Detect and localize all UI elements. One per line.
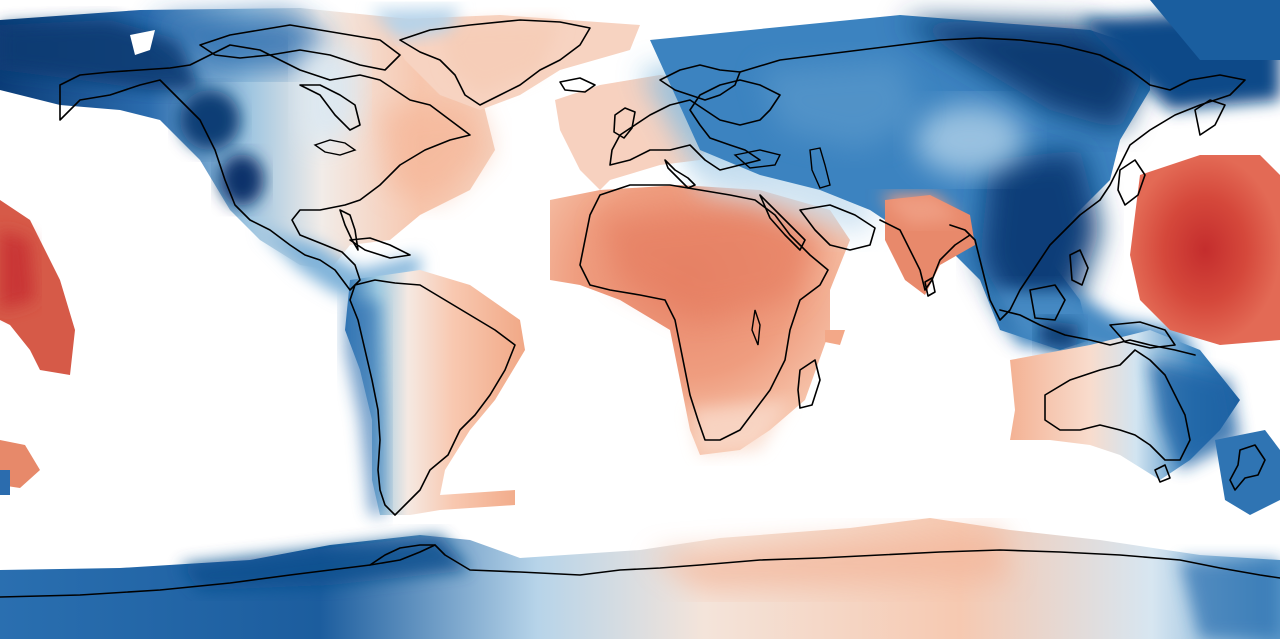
caspian-sea-outline bbox=[809, 147, 831, 189]
indonesia-coastline bbox=[999, 309, 1196, 356]
sri-lanka-coastline bbox=[924, 277, 936, 297]
black-sea-outline bbox=[733, 149, 782, 169]
kamchatka-coastline bbox=[1194, 99, 1226, 136]
new-zealand-coastline bbox=[1229, 444, 1266, 491]
small-islands-field bbox=[0, 30, 845, 495]
new-zealand-field bbox=[1215, 430, 1280, 515]
tasmania-coastline bbox=[1154, 464, 1171, 483]
australia-coastline bbox=[1044, 349, 1191, 461]
borneo-coastline bbox=[1029, 284, 1066, 321]
new-guinea-coastline bbox=[1109, 321, 1176, 349]
africa-field bbox=[550, 185, 850, 455]
coastlines bbox=[0, 19, 1280, 598]
red-sea-coastline bbox=[759, 194, 806, 251]
african-lakes-outline bbox=[751, 309, 761, 346]
south-america-coastline bbox=[349, 279, 516, 516]
florida-coastline bbox=[339, 209, 359, 251]
india-field bbox=[880, 195, 975, 295]
british-isles-coastline bbox=[613, 107, 636, 139]
europe-coastline bbox=[609, 79, 781, 171]
iceland-coastline bbox=[559, 77, 596, 93]
asia-north-coastline bbox=[739, 37, 1246, 201]
arctic-islands-coastline bbox=[199, 24, 401, 71]
south-america-field bbox=[345, 270, 525, 515]
north-america-coastline bbox=[59, 44, 471, 291]
india-coastline bbox=[879, 219, 971, 291]
antarctica-field bbox=[0, 518, 1280, 639]
pacific-anomaly-west bbox=[0, 200, 75, 488]
asia-field bbox=[650, 0, 1280, 350]
arabia-coastline bbox=[799, 204, 876, 251]
antarctica-coastline bbox=[0, 544, 1280, 598]
greenland-coastline bbox=[399, 19, 591, 106]
japan-coastline bbox=[1117, 159, 1146, 206]
asia-east-coastline bbox=[949, 199, 1101, 321]
antarctic-peninsula-coastline bbox=[369, 544, 436, 566]
pacific-anomaly-east bbox=[1130, 155, 1280, 345]
hudson-bay-coastline bbox=[299, 84, 361, 131]
caribbean-coastline bbox=[349, 237, 411, 259]
greenland-field bbox=[370, 8, 640, 110]
great-lakes-outline bbox=[313, 139, 357, 156]
madagascar-coastline bbox=[797, 359, 821, 409]
scandinavia-coastline bbox=[659, 64, 741, 101]
philippines-coastline bbox=[1069, 249, 1089, 286]
italy-coastline bbox=[664, 159, 696, 189]
africa-coastline bbox=[579, 184, 829, 441]
